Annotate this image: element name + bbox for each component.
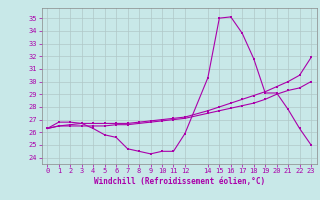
X-axis label: Windchill (Refroidissement éolien,°C): Windchill (Refroidissement éolien,°C) (94, 177, 265, 186)
